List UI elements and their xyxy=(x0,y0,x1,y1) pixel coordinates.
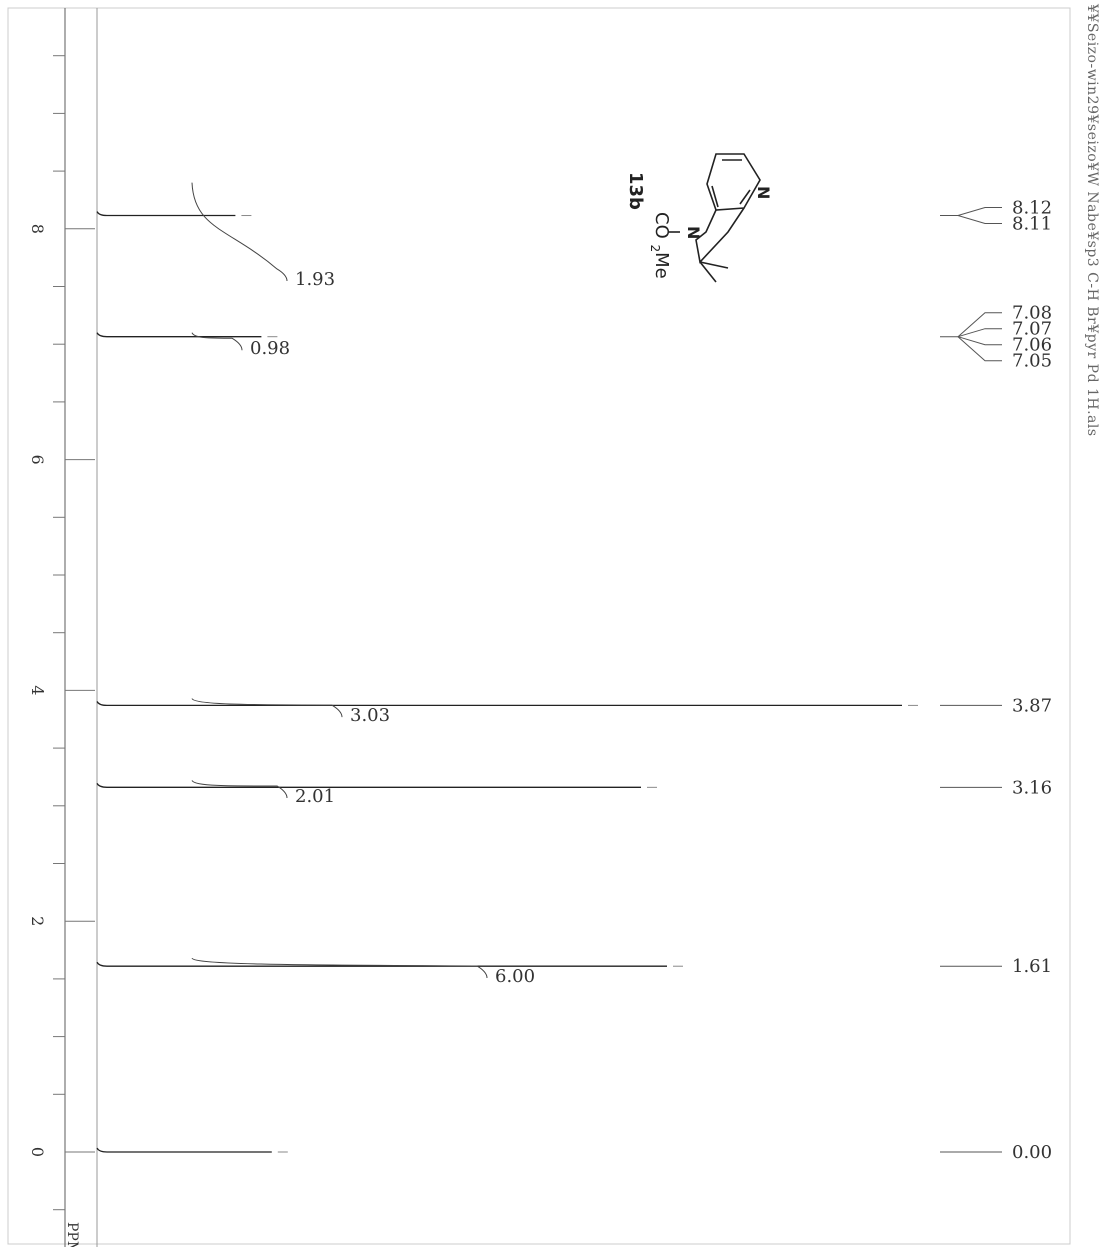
peak-shift-label: 7.07 xyxy=(1012,319,1052,340)
peak-shift-label: 0.00 xyxy=(1012,1142,1052,1163)
tick-label: 0 xyxy=(28,1147,47,1157)
plot-frame xyxy=(7,7,1071,1245)
file-path-label: ¥¥Seizo-win29¥seizo¥W Nabe¥sp3 C-H Br¥py… xyxy=(1084,4,1100,437)
label-connector xyxy=(957,312,1002,338)
integral-value: 6.00 xyxy=(495,966,535,987)
peak-shift-label: 3.87 xyxy=(1012,695,1052,716)
compound-label: 13b xyxy=(625,172,646,210)
peak-shift-label: 7.08 xyxy=(1012,303,1052,324)
integral-curve xyxy=(191,698,343,718)
axis-ticks: 8 6 4 2 0 PPM xyxy=(28,55,95,1252)
label-connector xyxy=(957,207,1002,217)
spectrum-peak xyxy=(96,1147,272,1153)
peak-shift-label: 7.06 xyxy=(1012,335,1052,356)
integral-value: 0.98 xyxy=(250,338,290,359)
integral-value: 2.01 xyxy=(295,786,335,807)
integral-curve xyxy=(191,780,288,798)
tick-label: 4 xyxy=(28,685,47,695)
label-connector xyxy=(957,215,1002,225)
integral-curves: 1.93 0.98 3.03 2.01 6.00 xyxy=(191,182,535,987)
label-connector xyxy=(957,328,1002,338)
tick-label: 8 xyxy=(28,224,47,234)
label-connector xyxy=(957,336,1002,362)
spectrum-peaks xyxy=(96,211,918,1153)
spectrum-peak xyxy=(96,701,902,707)
indoline-n-atom: N xyxy=(684,226,703,239)
integral-curve xyxy=(191,332,243,351)
peak-shift-label: 8.12 xyxy=(1012,198,1052,219)
integral-value: 3.03 xyxy=(350,705,390,726)
tick-label: 6 xyxy=(28,455,47,465)
substituent-label: CO 2Me xyxy=(648,212,672,279)
spectrum-peak xyxy=(96,961,667,967)
peak-shift-label: 3.16 xyxy=(1012,777,1052,798)
spectrum-peak xyxy=(96,332,262,338)
integral-curve xyxy=(191,957,488,979)
peak-shift-label: 8.11 xyxy=(1012,214,1052,235)
spectrum-peak xyxy=(96,211,236,217)
spectrum-peak xyxy=(96,782,641,788)
peak-shift-label: 1.61 xyxy=(1012,956,1052,977)
label-connector xyxy=(957,336,1002,346)
axis-unit-label: PPM xyxy=(64,1222,80,1247)
integral-curve xyxy=(191,182,288,282)
peak-shift-label: 7.05 xyxy=(1012,351,1052,372)
pyridine-n-atom: N xyxy=(754,186,773,199)
peak-labels: 8.128.11 7.087.077.067.05 3.87 3.16 1.61 0.00 xyxy=(940,198,1052,1163)
tick-label: 2 xyxy=(28,916,47,926)
integral-value: 1.93 xyxy=(295,269,335,290)
molecule-structure xyxy=(668,153,761,283)
